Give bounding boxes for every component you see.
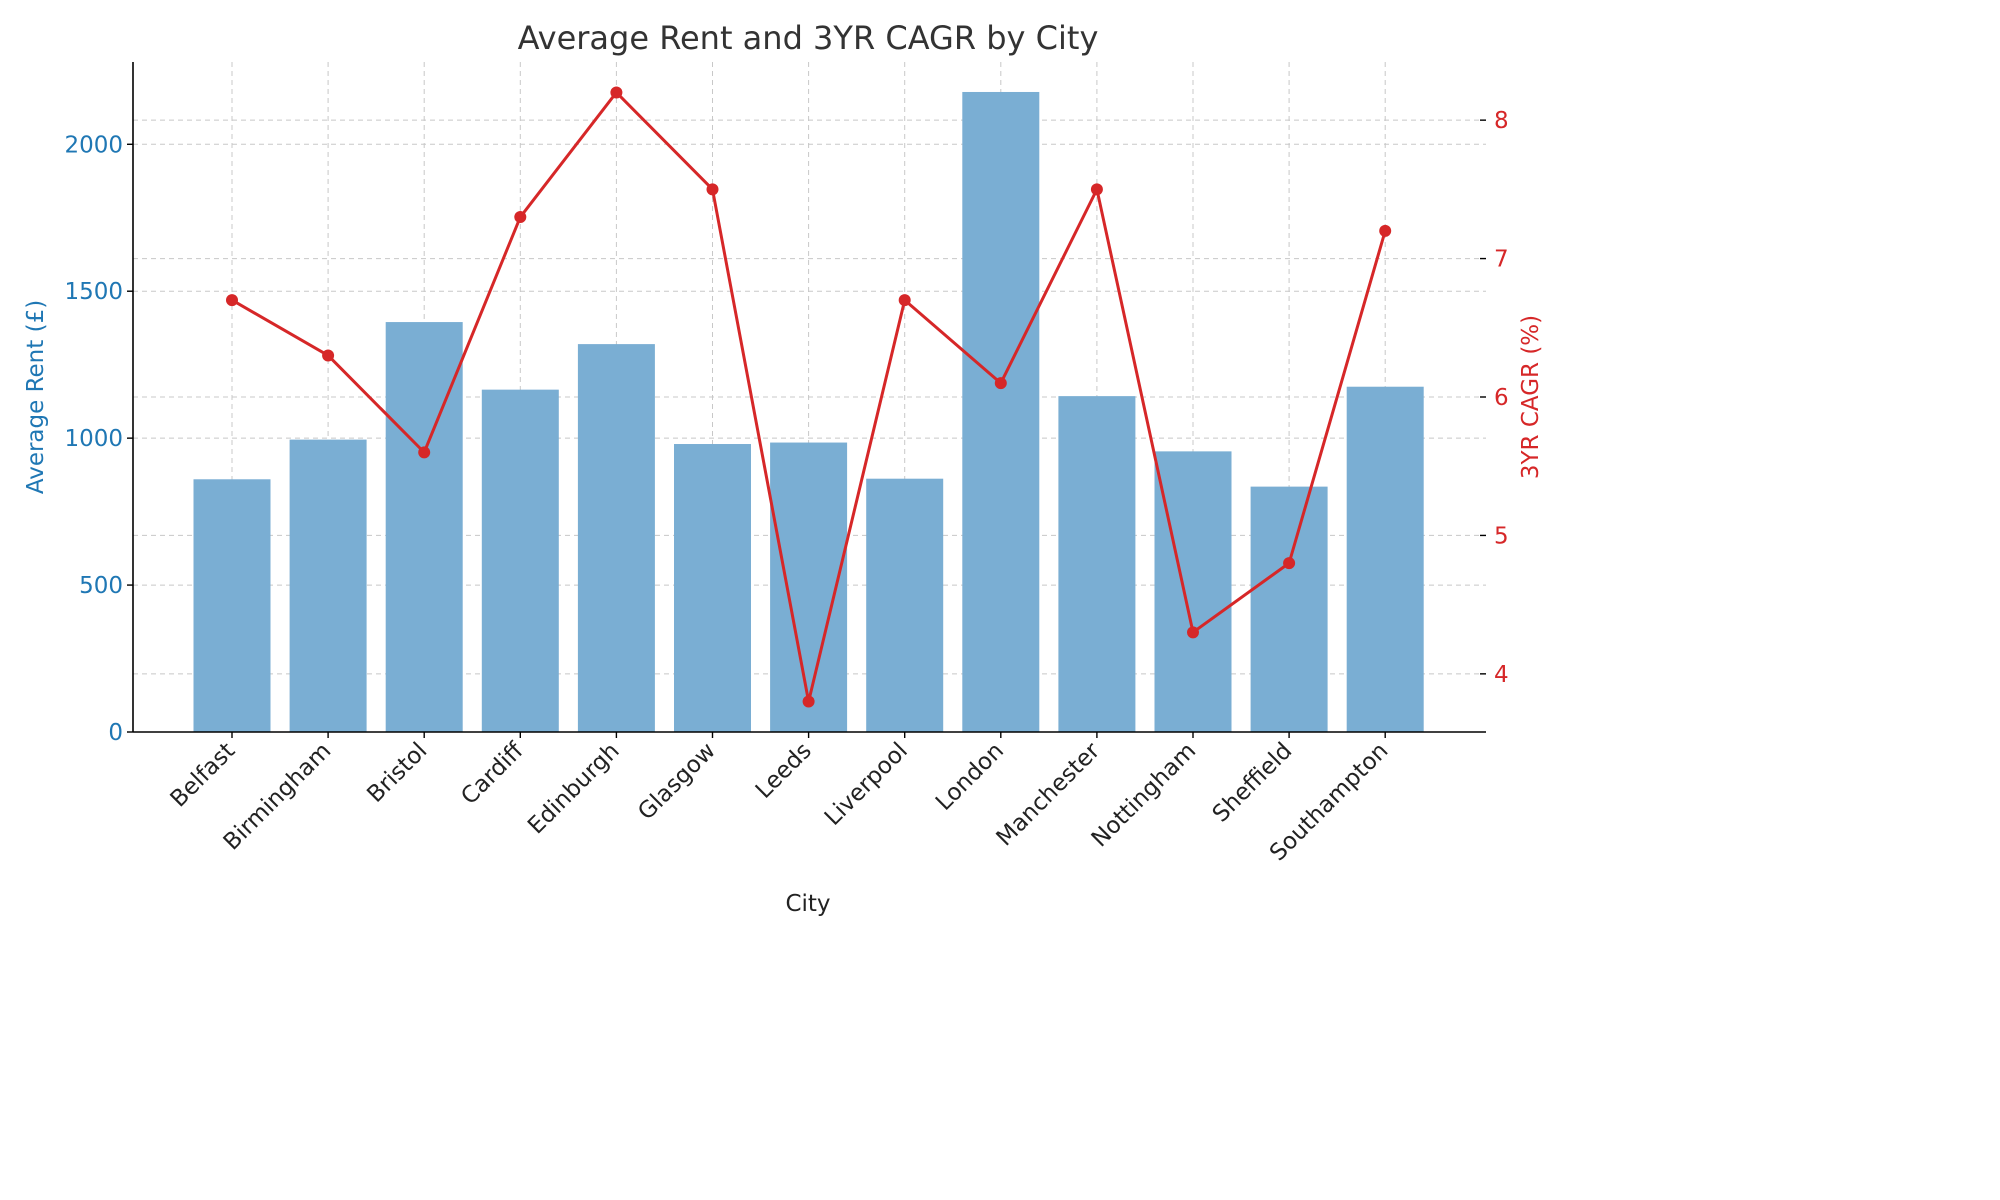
y2-tick-label: 5 xyxy=(1494,523,1509,549)
y2-tick-label: 8 xyxy=(1494,108,1509,134)
cagr-point xyxy=(994,377,1007,390)
rent-bar xyxy=(1250,486,1328,732)
rent-bar xyxy=(1154,451,1232,732)
x-tick-label: London xyxy=(931,738,1009,816)
y2-tick-label: 6 xyxy=(1494,385,1509,411)
rent-bar xyxy=(674,444,751,732)
x-tick-label: Belfast xyxy=(166,738,241,813)
cagr-point xyxy=(1187,626,1199,639)
cagr-point xyxy=(226,294,238,307)
rent-bar xyxy=(289,439,367,732)
combo-chart: Average Rent and 3YR CAGR by City 0 500 10… xyxy=(23,19,1544,917)
x-tick-label: Sheffield xyxy=(1208,738,1298,828)
x-tick-label: Edinburgh xyxy=(523,738,624,839)
bars-layer xyxy=(193,91,1424,732)
cagr-point xyxy=(1090,183,1103,196)
y-axis-label: Average Rent (£) xyxy=(23,300,49,494)
cagr-line-layer xyxy=(226,86,1392,708)
y-tick-label: 1000 xyxy=(64,426,123,452)
rent-bar xyxy=(866,478,944,732)
rent-bar xyxy=(577,344,655,732)
y2-tick-label: 4 xyxy=(1494,662,1509,688)
chart-title: Average Rent and 3YR CAGR by City xyxy=(518,19,1099,57)
cagr-point xyxy=(802,695,815,708)
axes-layer xyxy=(132,62,1486,733)
rent-bar xyxy=(770,442,848,732)
cagr-point xyxy=(898,294,911,307)
rent-bar xyxy=(1058,396,1136,732)
x-tick-label: Bristol xyxy=(362,738,432,808)
cagr-point xyxy=(706,183,719,196)
y-tick-label: 0 xyxy=(108,720,123,746)
x-tick-label: Leeds xyxy=(751,738,817,804)
rent-bar xyxy=(481,389,559,732)
y-tick-label: 2000 xyxy=(64,132,123,158)
y2-axis-label: 3YR CAGR (%) xyxy=(1518,315,1544,479)
cagr-point xyxy=(514,211,527,224)
rent-bar xyxy=(1346,386,1424,732)
cagr-point xyxy=(1379,224,1392,237)
x-axis-label: City xyxy=(785,891,830,917)
cagr-point xyxy=(610,86,623,99)
cagr-point xyxy=(1283,557,1296,570)
cagr-point xyxy=(418,446,431,459)
y-tick-label: 500 xyxy=(79,573,123,599)
y-tick-label: 1500 xyxy=(64,279,123,305)
y2-tick-label: 7 xyxy=(1494,247,1509,273)
x-tick-label: Liverpool xyxy=(820,738,913,831)
x-tick-label: Cardiff xyxy=(456,737,529,810)
rent-bar xyxy=(962,91,1040,732)
rent-bar xyxy=(193,479,271,732)
x-tick-label: Glasgow xyxy=(633,738,721,826)
cagr-point xyxy=(322,349,335,362)
